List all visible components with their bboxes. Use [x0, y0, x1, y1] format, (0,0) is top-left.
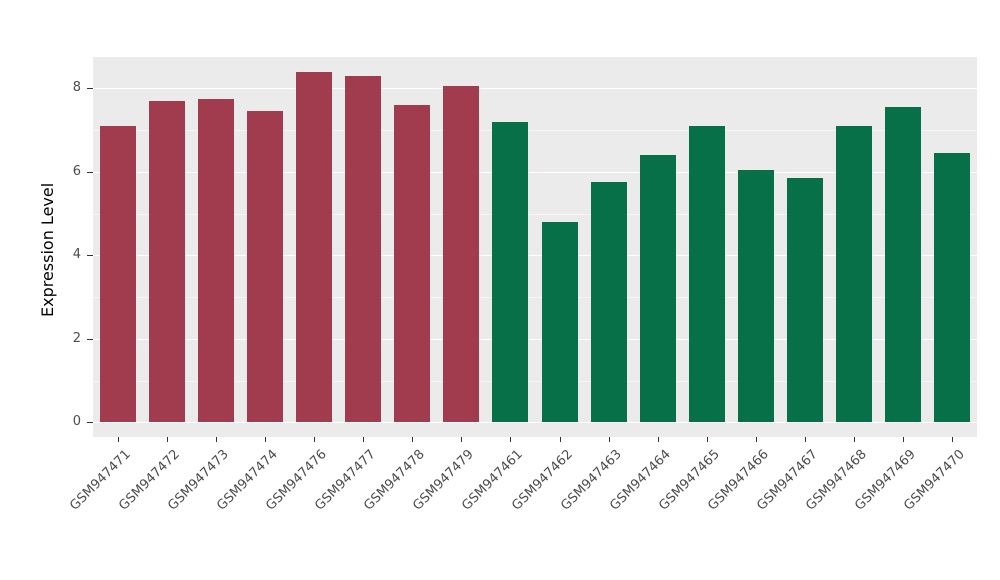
x-tick-mark [903, 437, 904, 442]
bar [100, 125, 136, 423]
bar [934, 153, 970, 423]
gridline-major [93, 422, 977, 424]
x-tick-mark [609, 437, 610, 442]
x-tick-mark [216, 437, 217, 442]
gridline-major [93, 255, 977, 257]
x-tick-mark [461, 437, 462, 442]
bar [443, 86, 479, 423]
bar [836, 125, 872, 423]
x-tick-mark [412, 437, 413, 442]
bar [542, 221, 578, 423]
x-tick-mark [510, 437, 511, 442]
y-tick-label: 0 [72, 414, 81, 430]
x-tick-mark [952, 437, 953, 442]
gridline-major [93, 338, 977, 340]
y-tick-mark [87, 422, 93, 423]
x-tick-mark [265, 437, 266, 442]
y-tick-mark [87, 255, 93, 256]
y-tick-mark [87, 172, 93, 173]
bar [689, 125, 725, 423]
x-tick-mark [560, 437, 561, 442]
bar [149, 100, 185, 423]
y-tick-label: 4 [72, 247, 81, 263]
x-tick-mark [805, 437, 806, 442]
gridline-minor [93, 380, 977, 382]
x-tick-mark [756, 437, 757, 442]
gridline-major [93, 171, 977, 173]
gridline-major [93, 88, 977, 90]
x-tick-mark [314, 437, 315, 442]
plot-panel [93, 57, 977, 437]
y-tick-label: 2 [72, 330, 81, 346]
bar [640, 155, 676, 423]
gridline-minor [93, 130, 977, 132]
bar [247, 111, 283, 423]
bar [591, 182, 627, 423]
y-tick-mark [87, 339, 93, 340]
bar [198, 98, 234, 423]
bar [296, 71, 332, 423]
gridline-minor [93, 297, 977, 299]
bar [738, 169, 774, 423]
x-tick-mark [707, 437, 708, 442]
y-tick-label: 8 [72, 80, 81, 96]
bar [394, 105, 430, 423]
bar [787, 178, 823, 423]
bar [885, 107, 921, 423]
gridline-minor [93, 213, 977, 215]
bar [345, 75, 381, 423]
x-tick-mark [658, 437, 659, 442]
x-tick-mark [118, 437, 119, 442]
y-tick-mark [87, 88, 93, 89]
y-tick-label: 6 [72, 163, 81, 179]
x-tick-mark [167, 437, 168, 442]
x-tick-mark [363, 437, 364, 442]
bar [492, 121, 528, 423]
x-tick-mark [854, 437, 855, 442]
